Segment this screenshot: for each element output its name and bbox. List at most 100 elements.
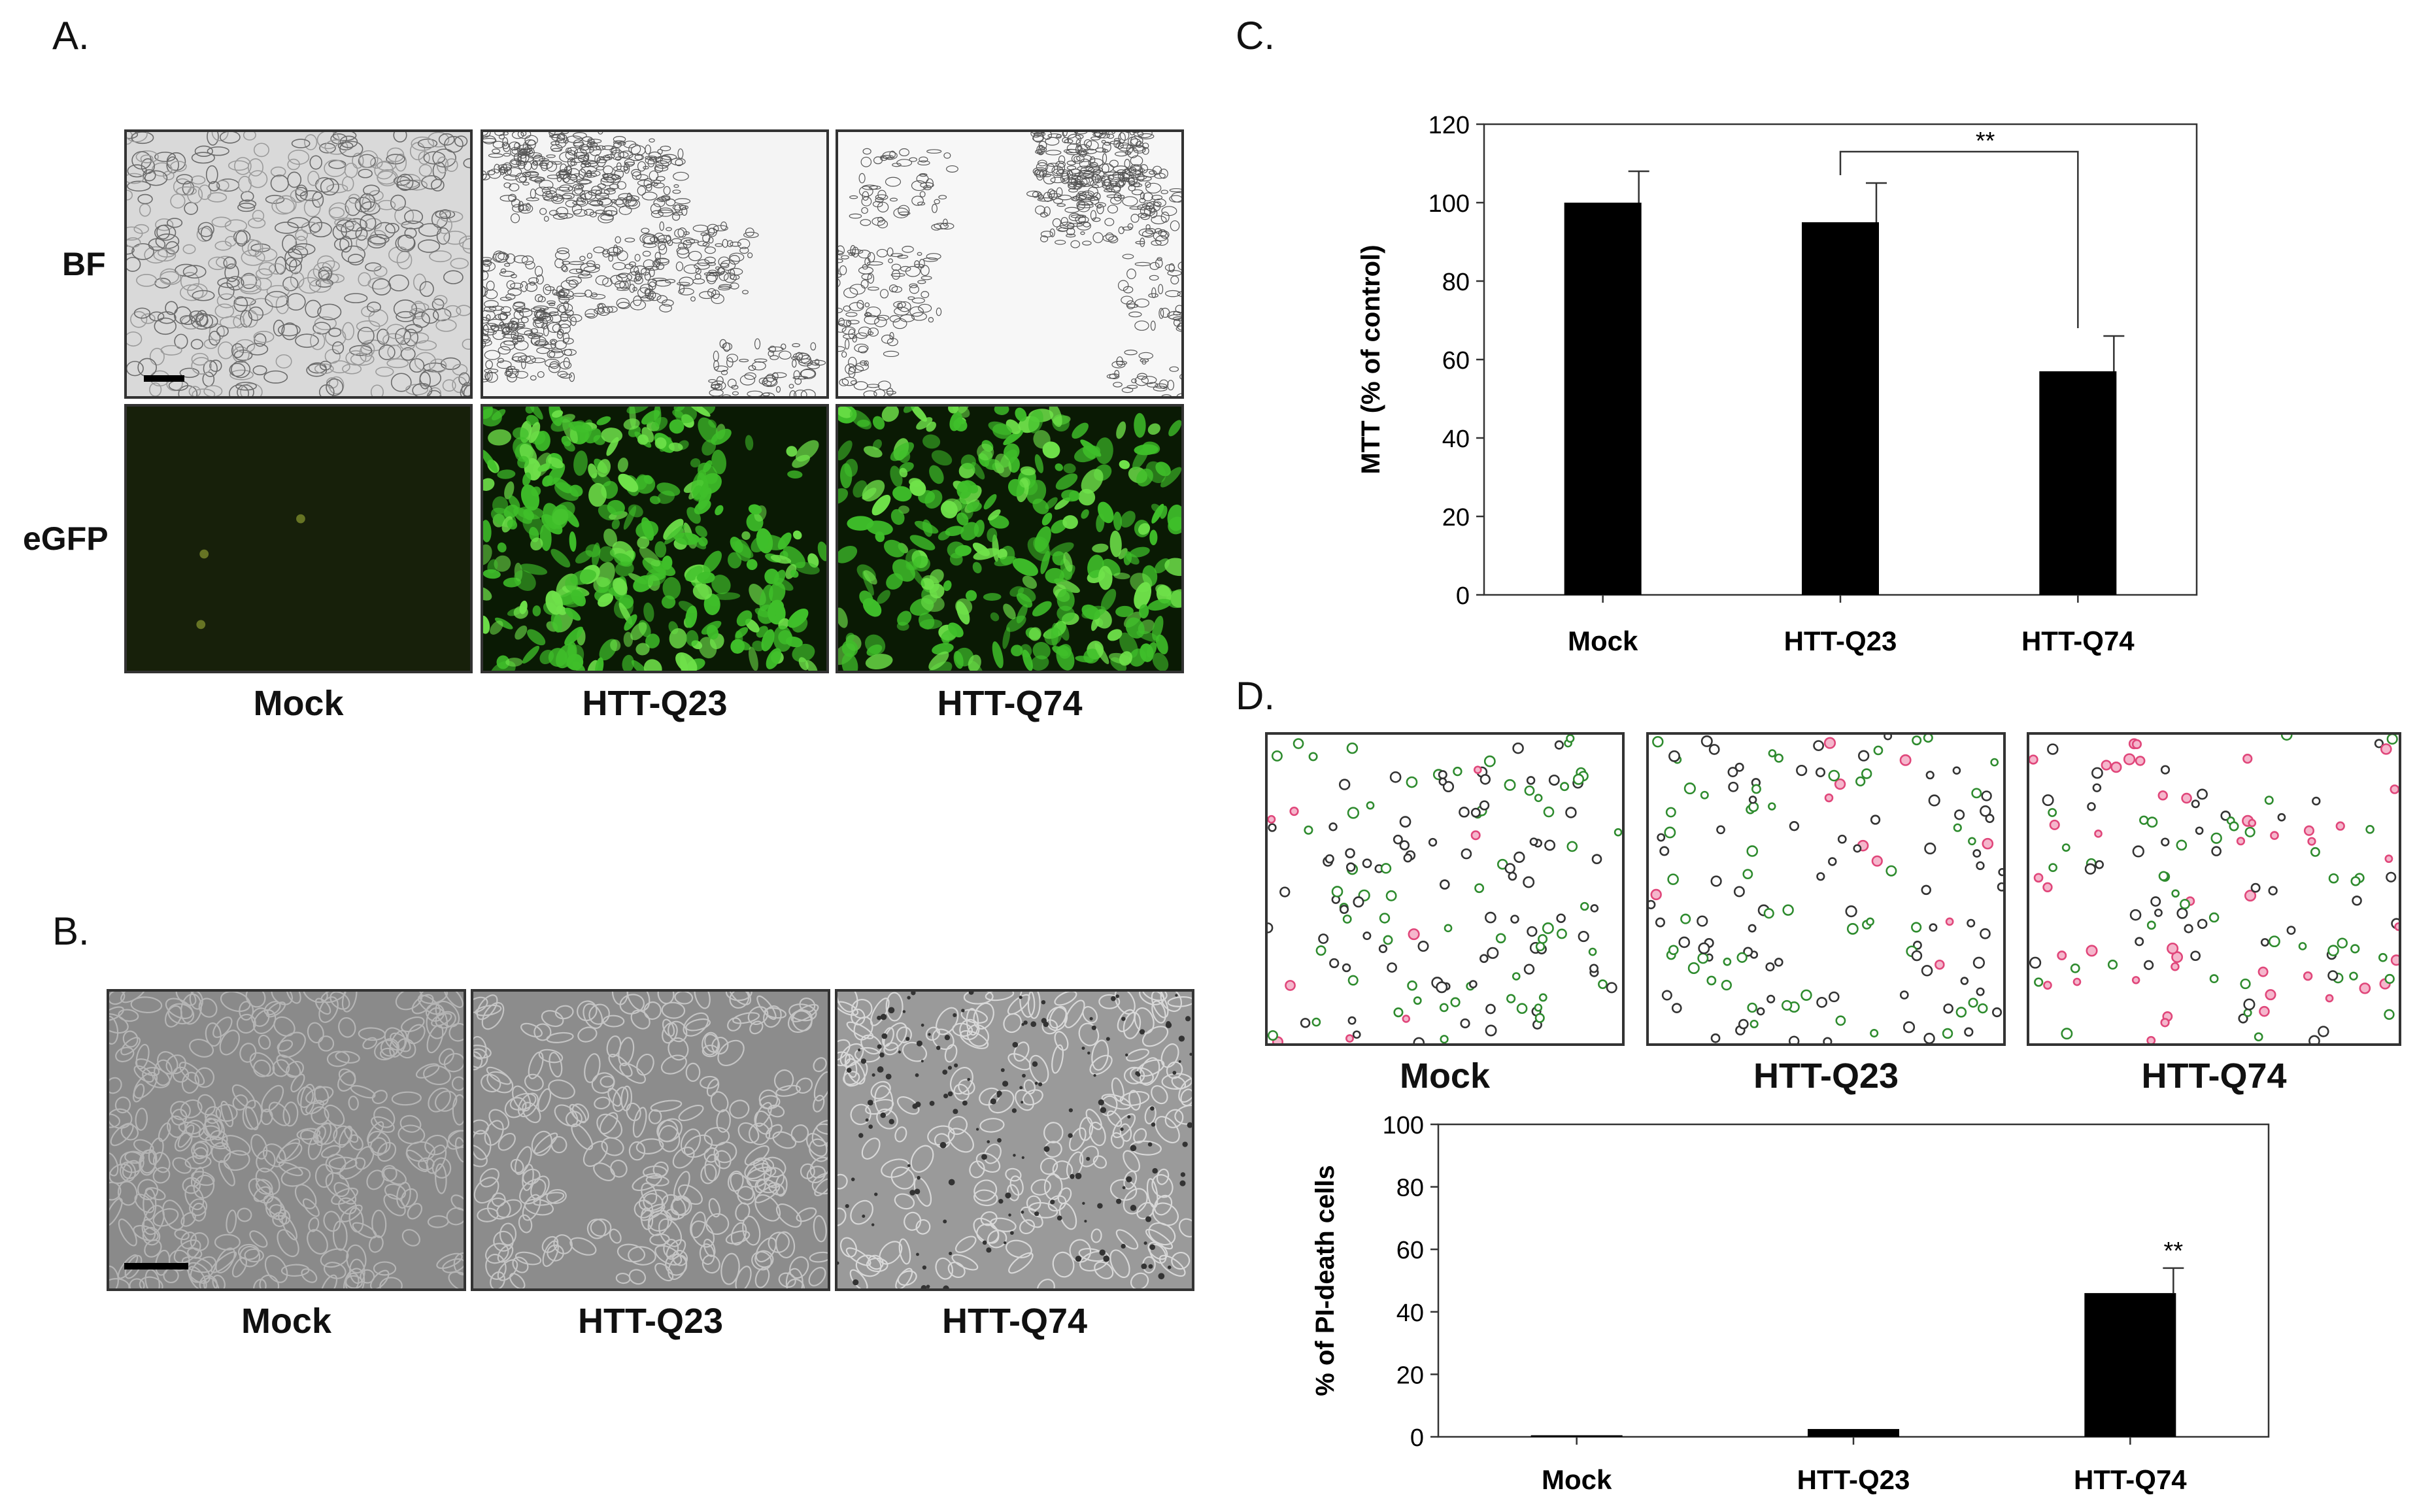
gfp-cell xyxy=(696,571,715,584)
cell-outline xyxy=(771,372,779,381)
cell-outline xyxy=(634,154,643,161)
cell-outline xyxy=(301,222,320,235)
cell-outline xyxy=(394,154,407,172)
cell-outline xyxy=(617,181,626,190)
gfp-cell xyxy=(1012,558,1038,577)
gfp-cell xyxy=(1129,648,1147,667)
gfp-cell xyxy=(528,422,541,443)
stained-cell xyxy=(1678,936,1691,949)
stained-cell xyxy=(1968,998,1978,1008)
cell-outline xyxy=(885,176,902,187)
stained-cell xyxy=(1345,848,1355,858)
cell-outline xyxy=(512,337,519,345)
cell-outline xyxy=(475,1004,502,1016)
cell-outline xyxy=(518,355,532,363)
cell-outline xyxy=(1124,168,1130,174)
cell-outline xyxy=(567,186,573,192)
cell-outline xyxy=(369,1137,388,1156)
cell-outline xyxy=(934,1133,951,1149)
cell-outline xyxy=(864,302,870,308)
cell-outline xyxy=(399,338,416,351)
gfp-cell xyxy=(1052,646,1069,656)
gfp-cell xyxy=(864,446,883,458)
cell-outline xyxy=(237,384,254,396)
cell-outline xyxy=(1043,206,1051,216)
cell-outline xyxy=(1055,239,1066,245)
stained-cell xyxy=(2349,971,2358,981)
cell-outline xyxy=(739,358,749,363)
cell-outline xyxy=(595,192,609,200)
gfp-cell xyxy=(1056,588,1075,611)
cell-outline xyxy=(1149,261,1160,271)
cell-outline xyxy=(325,1172,350,1198)
cell-outline xyxy=(896,1026,912,1043)
cell-outline xyxy=(535,186,551,197)
cell-outline xyxy=(562,266,568,273)
cell-outline xyxy=(349,344,373,356)
cell-outline xyxy=(486,1066,512,1085)
cell-outline xyxy=(1079,1145,1099,1168)
cell-outline xyxy=(193,1140,212,1158)
debris xyxy=(1032,1061,1038,1067)
cell-outline xyxy=(438,133,455,146)
cell-outline xyxy=(131,243,154,260)
gfp-cell xyxy=(908,564,925,587)
cell-outline xyxy=(193,1174,215,1199)
cell-outline xyxy=(243,132,256,141)
cell-outline xyxy=(666,227,672,231)
stained-cell xyxy=(1534,1003,1543,1012)
cell-outline xyxy=(122,1030,139,1048)
cell-outline xyxy=(866,306,881,318)
cell-outline xyxy=(559,373,572,379)
cell-outline xyxy=(180,1212,196,1227)
cell-outline xyxy=(144,1269,160,1288)
cell-outline xyxy=(969,1160,985,1179)
cell-outline xyxy=(554,1005,574,1020)
stained-cell xyxy=(1751,784,1761,794)
cell-outline xyxy=(533,341,549,345)
cell-outline xyxy=(1052,1251,1075,1278)
gfp-cell xyxy=(987,528,998,543)
gfp-cell xyxy=(1026,480,1047,505)
stained-cell xyxy=(1483,755,1496,767)
cell-outline xyxy=(165,241,179,255)
debris xyxy=(981,1154,987,1160)
stained-cell xyxy=(1495,933,1506,944)
stained-cell xyxy=(1346,742,1359,754)
gfp-cell xyxy=(949,552,963,566)
cell-outline xyxy=(630,265,639,276)
cell-outline xyxy=(926,253,941,260)
cell-outline xyxy=(719,339,727,348)
cell-outline xyxy=(499,271,515,277)
gfp-cell xyxy=(890,509,905,525)
cell-outline xyxy=(483,270,489,280)
cell-outline xyxy=(1036,162,1049,172)
cell-outline xyxy=(460,384,470,396)
cell-outline xyxy=(377,1141,397,1162)
cell-outline xyxy=(418,151,430,165)
cell-outline xyxy=(1121,295,1134,305)
cell-outline xyxy=(223,256,237,269)
debris xyxy=(997,1138,1002,1143)
cell-outline xyxy=(326,184,348,193)
cell-outline xyxy=(663,1239,679,1258)
cell-outline xyxy=(1049,1005,1067,1029)
gfp-cell xyxy=(966,501,982,512)
cell-outline xyxy=(845,312,858,317)
stained-cell xyxy=(1742,869,1753,880)
stained-cell xyxy=(1960,977,1969,985)
debris xyxy=(1122,1186,1126,1190)
cell-outline xyxy=(358,1027,386,1041)
stained-cell xyxy=(1293,738,1304,749)
cell-outline xyxy=(661,1001,686,1019)
cell-outline xyxy=(149,382,162,396)
cell-outline xyxy=(501,141,509,150)
cell-outline xyxy=(527,139,536,150)
debris xyxy=(1152,1168,1158,1174)
debris xyxy=(921,1285,927,1288)
stained-cell xyxy=(1899,990,1909,1000)
cell-outline xyxy=(357,326,375,345)
cell-outline xyxy=(418,994,441,1015)
debris xyxy=(909,1190,915,1196)
cell-outline xyxy=(207,132,219,146)
